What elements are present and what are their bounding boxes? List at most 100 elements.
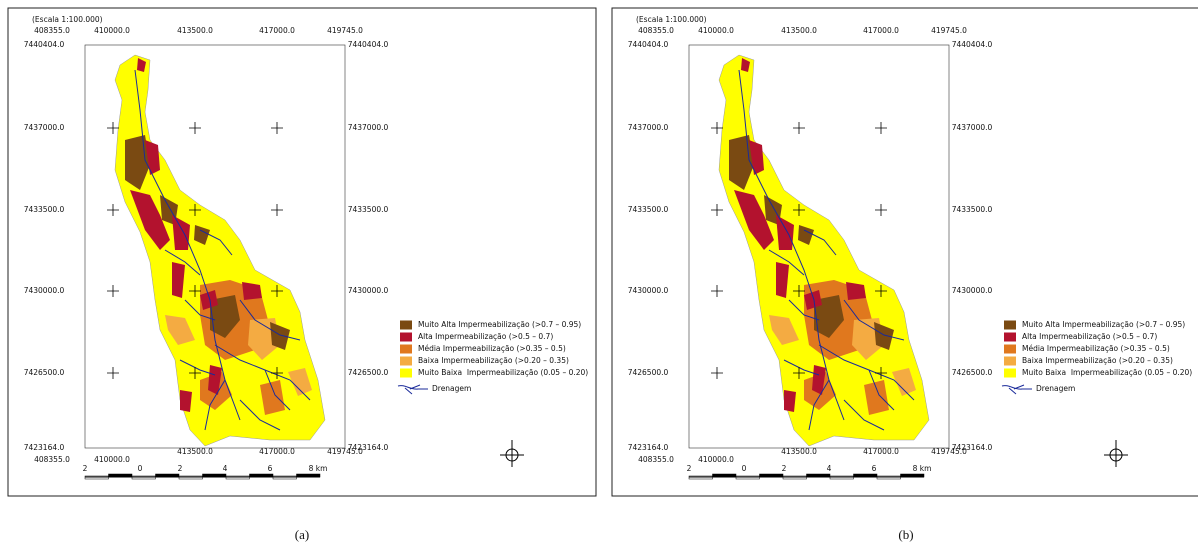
scale-bar-label: 2: [782, 464, 787, 473]
scale-bar-label: 0: [138, 464, 143, 473]
y-coordinate-label: 7430000.0: [628, 286, 669, 295]
grid-cross: [711, 367, 723, 379]
y-coordinate-label: 7437000.0: [952, 123, 993, 132]
x-coordinate-label: 413500.0: [177, 26, 213, 35]
drainage-legend-label: Drenagem: [1036, 384, 1075, 393]
x-coordinate-label: 417000.0: [863, 26, 899, 35]
legend-label: Alta Impermeabilização (>0.5 – 0.7): [1022, 332, 1157, 341]
x-coordinate-label: 408355.0: [638, 26, 674, 35]
scale-bar-label: 6: [268, 464, 273, 473]
drainage-legend-symbol: [398, 385, 428, 394]
x-coordinate-label: 410000.0: [698, 26, 734, 35]
legend-swatch: [400, 345, 412, 354]
x-coordinate-label: 413500.0: [177, 447, 213, 456]
y-coordinate-label: 7440404.0: [348, 40, 389, 49]
grid-cross: [107, 285, 119, 297]
legend-label: Muito Baixa Impermeabilização (0.05 – 0.…: [1022, 368, 1192, 377]
legend-label: Média Impermeabilização (>0.35 – 0.5): [1022, 344, 1170, 353]
legend-label: Média Impermeabilização (>0.35 – 0.5): [418, 344, 566, 353]
x-coordinate-label: 413500.0: [781, 26, 817, 35]
y-coordinate-label: 7437000.0: [348, 123, 389, 132]
legend-label: Baixa Impermeabilização (>0.20 – 0.35): [1022, 356, 1173, 365]
grid-cross: [875, 204, 887, 216]
y-coordinate-label: 7433500.0: [952, 205, 993, 214]
y-coordinate-label: 7426500.0: [628, 368, 669, 377]
grid-cross: [107, 122, 119, 134]
x-coordinate-label: 417000.0: [259, 447, 295, 456]
grid-cross: [875, 122, 887, 134]
x-coordinate-label: 410000.0: [94, 455, 130, 464]
x-coordinate-label: 417000.0: [863, 447, 899, 456]
panel-caption: (a): [295, 527, 309, 542]
x-coordinate-label: 408355.0: [638, 455, 674, 464]
map-scale: (Escala 1:100.000): [32, 15, 103, 24]
legend-swatch: [1004, 369, 1016, 378]
grid-cross: [271, 204, 283, 216]
legend-label: Muito Baixa Impermeabilização (0.05 – 0.…: [418, 368, 588, 377]
x-coordinate-label: 417000.0: [259, 26, 295, 35]
scale-bar-label: 2: [178, 464, 183, 473]
legend-label: Muito Alta Impermeabilização (>0.7 – 0.9…: [418, 320, 581, 329]
x-coordinate-label: 413500.0: [781, 447, 817, 456]
grid-cross: [271, 122, 283, 134]
x-coordinate-label: 410000.0: [94, 26, 130, 35]
y-coordinate-label: 7433500.0: [24, 205, 65, 214]
y-coordinate-label: 7440404.0: [628, 40, 669, 49]
grid-cross: [189, 122, 201, 134]
grid-cross: [107, 367, 119, 379]
scale-bar-label: 6: [872, 464, 877, 473]
y-coordinate-label: 7437000.0: [24, 123, 65, 132]
y-coordinate-label: 7426500.0: [24, 368, 65, 377]
y-coordinate-label: 7430000.0: [24, 286, 65, 295]
y-coordinate-label: 7430000.0: [348, 286, 389, 295]
y-coordinate-label: 7440404.0: [24, 40, 65, 49]
grid-cross: [793, 122, 805, 134]
map-scale: (Escala 1:100.000): [636, 15, 707, 24]
x-coordinate-label: 419745.0: [327, 26, 363, 35]
y-coordinate-label: 7426500.0: [348, 368, 389, 377]
north-arrow-cross: [1104, 440, 1128, 467]
y-coordinate-label: 7423164.0: [628, 443, 669, 452]
y-coordinate-label: 7433500.0: [628, 205, 669, 214]
y-coordinate-label: 7433500.0: [348, 205, 389, 214]
scale-bar-label: 8 km: [309, 464, 328, 473]
legend-swatch: [1004, 333, 1016, 342]
figure: (Escala 1:100.000) 408355.0 408355.0 410000…: [0, 0, 1198, 552]
legend-label: Muito Alta Impermeabilização (>0.7 – 0.9…: [1022, 320, 1185, 329]
land-patch: [180, 390, 192, 412]
y-coordinate-label: 7430000.0: [952, 286, 993, 295]
y-coordinate-label: 7437000.0: [628, 123, 669, 132]
legend-swatch: [400, 321, 412, 330]
y-coordinate-label: 7423164.0: [24, 443, 65, 452]
scale-bar-label: 4: [827, 464, 832, 473]
drainage-legend-symbol: [1002, 385, 1032, 394]
scale-bar-label: 4: [223, 464, 228, 473]
grid-cross: [711, 285, 723, 297]
scale-bar-label: 2: [687, 464, 692, 473]
drainage-legend-label: Drenagem: [432, 384, 471, 393]
x-coordinate-label: 408355.0: [34, 26, 70, 35]
legend-swatch: [1004, 357, 1016, 366]
legend-swatch: [400, 333, 412, 342]
map-panel: (Escala 1:100.000) 408355.0 408355.0 410000…: [8, 8, 596, 542]
scale-bar-label: 8 km: [913, 464, 932, 473]
panel-caption: (b): [898, 527, 913, 542]
north-arrow-cross: [500, 440, 524, 467]
land-patch: [784, 390, 796, 412]
y-coordinate-label: 7426500.0: [952, 368, 993, 377]
x-coordinate-label: 408355.0: [34, 455, 70, 464]
scale-bar-label: 2: [83, 464, 88, 473]
legend-swatch: [1004, 345, 1016, 354]
legend-label: Baixa Impermeabilização (>0.20 – 0.35): [418, 356, 569, 365]
grid-cross: [711, 204, 723, 216]
grid-cross: [711, 122, 723, 134]
legend-swatch: [400, 357, 412, 366]
legend-label: Alta Impermeabilização (>0.5 – 0.7): [418, 332, 553, 341]
x-coordinate-label: 419745.0: [931, 26, 967, 35]
scale-bar-label: 0: [742, 464, 747, 473]
y-coordinate-label: 7440404.0: [952, 40, 993, 49]
grid-cross: [107, 204, 119, 216]
legend-swatch: [400, 369, 412, 378]
y-coordinate-label: 7423164.0: [952, 443, 993, 452]
x-coordinate-label: 410000.0: [698, 455, 734, 464]
